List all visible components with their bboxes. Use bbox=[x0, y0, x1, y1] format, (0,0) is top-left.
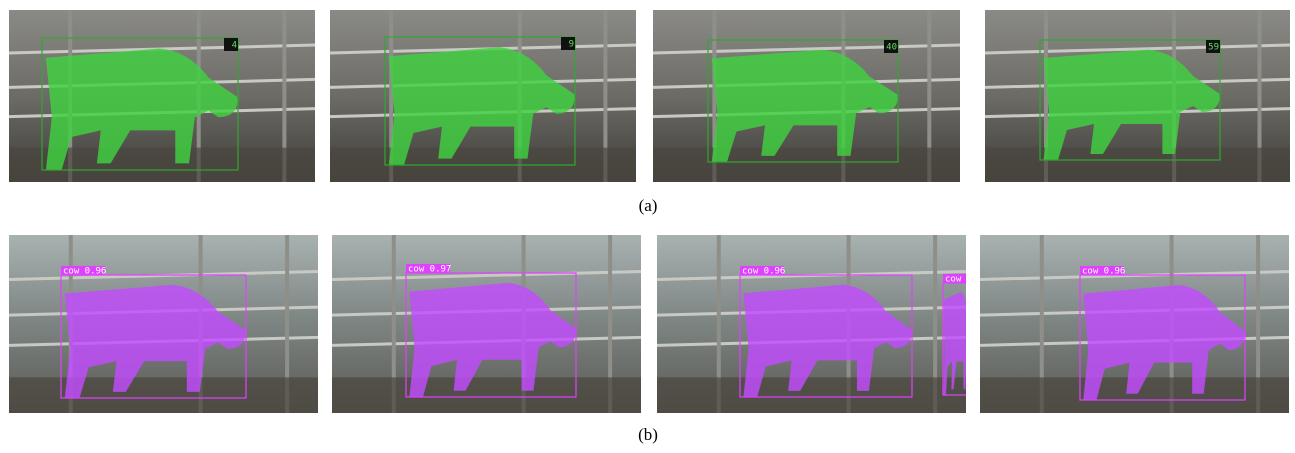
detection-label: cow 0.97 bbox=[408, 265, 451, 275]
image-panel: cow 0.96 bbox=[980, 235, 1289, 413]
detection-label: cow 0.96 bbox=[742, 267, 785, 277]
figure: 494059(a)cow 0.96cow 0.97cow 0.96cow 0co… bbox=[0, 0, 1295, 453]
track-id: 40 bbox=[886, 43, 897, 53]
image-panel: cow 0.96 bbox=[9, 235, 318, 413]
detection-label: cow 0.96 bbox=[63, 267, 106, 277]
subfigure-caption: (b) bbox=[638, 425, 658, 444]
image-panel: 9 bbox=[330, 10, 636, 182]
image-panel: cow 0.97 bbox=[332, 235, 641, 413]
track-id: 9 bbox=[569, 40, 574, 50]
floor bbox=[657, 377, 966, 413]
floor bbox=[985, 148, 1290, 182]
floor bbox=[9, 377, 318, 413]
detection-label: cow 0 bbox=[945, 275, 972, 285]
floor bbox=[332, 377, 641, 413]
track-id: 59 bbox=[1208, 43, 1219, 53]
image-panel: cow 0.96 cow 0 bbox=[657, 235, 987, 413]
image-panel: 40 bbox=[653, 10, 960, 182]
image-panel: 4 bbox=[9, 10, 315, 182]
floor bbox=[653, 148, 960, 182]
subfigure-caption: (a) bbox=[639, 196, 658, 215]
detection-label: cow 0.96 bbox=[1082, 267, 1125, 277]
track-id: 4 bbox=[232, 41, 237, 51]
image-panel: 59 bbox=[985, 10, 1290, 182]
